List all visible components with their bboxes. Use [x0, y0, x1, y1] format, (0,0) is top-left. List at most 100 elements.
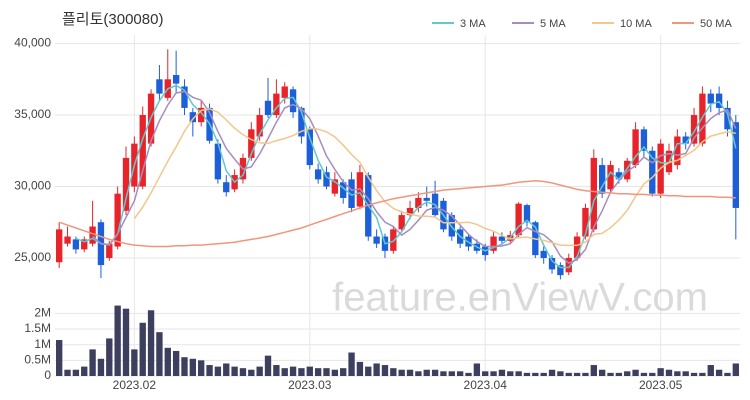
volume-bar: [699, 372, 706, 376]
volume-bar: [106, 338, 113, 376]
watermark: feature.enViewV.com: [332, 276, 708, 320]
volume-bar: [507, 371, 514, 376]
volume-bar: [724, 372, 731, 376]
volume-bar: [406, 369, 414, 376]
volume-bar: [548, 369, 556, 376]
volume-bar: [273, 365, 280, 376]
candle-body: [289, 89, 297, 113]
candle-body: [256, 115, 263, 137]
volume-bar: [649, 372, 656, 376]
volume-bar: [398, 369, 405, 376]
volume-bar: [298, 368, 305, 376]
candle-body: [114, 193, 121, 247]
volume-bar: [164, 347, 171, 376]
volume-bar: [181, 357, 188, 376]
volume-bar: [97, 358, 105, 376]
volume-bar: [314, 368, 322, 376]
candle-body: [373, 236, 380, 244]
candle-body: [498, 236, 506, 241]
y-tick-label: 1.5M: [24, 321, 51, 335]
candle-body: [122, 157, 130, 211]
volume-bar: [431, 369, 439, 376]
candle-body: [640, 129, 648, 151]
volume-bar: [147, 310, 155, 376]
volume-bar: [573, 372, 581, 376]
candle-body: [565, 257, 572, 273]
volume-bar: [490, 371, 497, 376]
volume-bar: [498, 369, 506, 376]
volume-bar: [198, 360, 205, 376]
y-tick-label: 0.5M: [24, 353, 51, 367]
volume-bar: [615, 372, 623, 376]
volume-bar: [590, 365, 597, 376]
volume-bar: [540, 372, 547, 376]
candle-body: [306, 129, 313, 166]
volume-bar: [523, 372, 531, 376]
candle-body: [340, 182, 347, 198]
volume-bar: [89, 349, 96, 376]
candle-body: [398, 215, 405, 230]
ma-line: [92, 90, 737, 264]
volume-bar: [172, 350, 180, 376]
volume-bar: [256, 366, 263, 376]
volume-bar: [306, 366, 313, 376]
candle-body: [615, 172, 623, 180]
volume-bar: [482, 371, 489, 376]
y-tick-label: 25,000: [14, 250, 51, 264]
volume-bar: [281, 368, 288, 376]
volume-bar: [682, 371, 689, 376]
ma-line: [133, 108, 736, 247]
volume-bar: [356, 361, 364, 376]
volume-bar: [248, 369, 255, 376]
volume-bar: [456, 371, 464, 376]
candle-body: [423, 197, 430, 201]
volume-bar: [122, 308, 130, 376]
volume-bar: [707, 365, 714, 376]
candle-body: [273, 93, 280, 116]
candle-body: [523, 205, 531, 223]
candle-body: [649, 150, 656, 194]
candle-body: [223, 182, 230, 193]
legend-label: 10 MA: [620, 18, 652, 30]
candle-body: [64, 236, 71, 244]
volume-bar: [156, 332, 163, 376]
volume-bar: [515, 371, 522, 376]
volume-bar: [81, 366, 88, 376]
legend-label: 50 MA: [700, 18, 732, 30]
volume-bar: [239, 368, 247, 376]
candle-body: [624, 160, 631, 180]
volume-bar: [331, 369, 339, 376]
volume-bar: [690, 372, 698, 376]
ma-line: [58, 180, 736, 248]
volume-bar: [565, 372, 572, 376]
y-tick-label: 35,000: [14, 107, 51, 121]
candle-body: [198, 107, 205, 123]
candle-body: [415, 197, 422, 208]
candle-body: [682, 136, 689, 144]
volume-bar: [532, 372, 539, 376]
candle-body: [106, 243, 113, 258]
candle-body: [715, 93, 723, 108]
volume-bar: [657, 368, 664, 376]
volume-bar: [64, 369, 71, 376]
volume-bar: [640, 372, 648, 376]
candle-body: [323, 172, 330, 187]
x-tick-label: 2023.05: [639, 378, 683, 392]
y-tick-label: 30,000: [14, 179, 51, 193]
candle-body: [81, 239, 88, 250]
volume-bar: [214, 366, 222, 376]
candle-body: [189, 112, 197, 123]
legend-label: 5 MA: [540, 18, 566, 30]
candle-body: [590, 157, 597, 230]
volume-bar: [72, 369, 80, 376]
candle-body: [557, 265, 564, 276]
candle-body: [573, 236, 581, 258]
candle-body: [490, 236, 497, 251]
candle-body: [582, 207, 589, 237]
candle-body: [690, 115, 698, 144]
volume-bar: [189, 358, 197, 376]
candle-body: [56, 229, 63, 263]
volume-bar: [381, 365, 389, 376]
volume-bar: [365, 366, 372, 376]
candle-body: [406, 207, 414, 216]
